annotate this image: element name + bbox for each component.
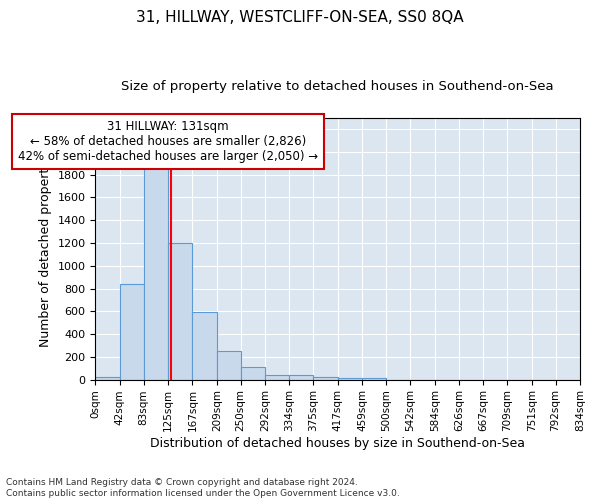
Text: Contains HM Land Registry data © Crown copyright and database right 2024.
Contai: Contains HM Land Registry data © Crown c…	[6, 478, 400, 498]
Bar	[168, 243, 193, 380]
Bar	[217, 350, 241, 380]
Bar	[289, 375, 313, 380]
X-axis label: Distribution of detached houses by size in Southend-on-Sea: Distribution of detached houses by size …	[150, 437, 525, 450]
Bar	[265, 375, 289, 380]
Bar	[143, 168, 168, 380]
Bar	[313, 377, 338, 380]
Bar	[362, 378, 386, 380]
Bar	[95, 377, 120, 380]
Title: Size of property relative to detached houses in Southend-on-Sea: Size of property relative to detached ho…	[121, 80, 554, 93]
Bar	[120, 284, 143, 380]
Text: 31 HILLWAY: 131sqm
← 58% of detached houses are smaller (2,826)
42% of semi-deta: 31 HILLWAY: 131sqm ← 58% of detached hou…	[18, 120, 318, 163]
Bar	[193, 312, 217, 380]
Bar	[338, 378, 362, 380]
Bar	[241, 366, 265, 380]
Text: 31, HILLWAY, WESTCLIFF-ON-SEA, SS0 8QA: 31, HILLWAY, WESTCLIFF-ON-SEA, SS0 8QA	[136, 10, 464, 25]
Y-axis label: Number of detached properties: Number of detached properties	[39, 150, 52, 347]
